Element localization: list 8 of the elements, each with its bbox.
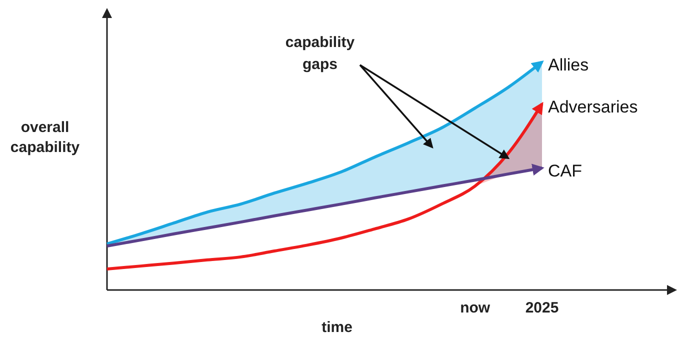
x-tick-label: now [460, 300, 490, 317]
series-label: CAF [548, 162, 582, 181]
annotation: capability gaps [285, 34, 356, 73]
y-axis-title: overall capability [10, 119, 80, 156]
series-label: Allies [548, 55, 589, 74]
x-tick-label: 2025 [525, 300, 559, 317]
series-label: Adversaries [548, 97, 638, 116]
x-axis-title: time [322, 319, 352, 336]
